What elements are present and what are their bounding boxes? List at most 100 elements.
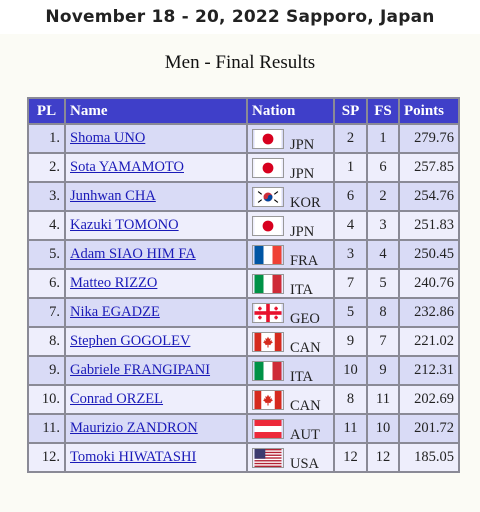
sp-rank: 9 — [335, 328, 366, 355]
table-row: 5. Adam SIAO HIM FA FRA 3 4 250.45 — [29, 241, 458, 268]
skater-name-cell: Matteo RIZZO — [66, 270, 246, 297]
flag-can-icon — [252, 389, 284, 410]
total-points: 251.83 — [400, 212, 458, 239]
nation-cell: CAN — [248, 386, 333, 413]
skater-name-cell: Junhwan CHA — [66, 183, 246, 210]
event-banner: November 18 - 20, 2022 Sapporo, Japan — [0, 0, 480, 34]
flag-fra-icon — [252, 244, 284, 265]
skater-name-link[interactable]: Gabriele FRANGIPANI — [70, 362, 211, 378]
placement: 11. — [29, 415, 64, 442]
skater-name-cell: Kazuki TOMONO — [66, 212, 246, 239]
fs-rank: 12 — [368, 444, 398, 471]
flag-ita-icon — [252, 273, 284, 294]
total-points: 240.76 — [400, 270, 458, 297]
sp-rank: 2 — [335, 125, 366, 152]
skater-name-link[interactable]: Tomoki HIWATASHI — [70, 449, 197, 465]
skater-name-link[interactable]: Kazuki TOMONO — [70, 217, 179, 233]
nation-code: ITA — [290, 281, 313, 298]
nation-cell: ITA — [248, 270, 333, 297]
nation-code: FRA — [290, 252, 319, 269]
nation-code: KOR — [290, 194, 321, 211]
flag-jpn-icon — [252, 128, 284, 149]
total-points: 185.05 — [400, 444, 458, 471]
table-header-row: PL Name Nation SP FS Points — [29, 99, 458, 123]
results-body: 1. Shoma UNO JPN 2 1 279.76 2. Sota YAMAMOTO JPN… — [29, 125, 458, 471]
table-row: 2. Sota YAMAMOTO JPN 1 6 257.85 — [29, 154, 458, 181]
nation-cell: JPN — [248, 212, 333, 239]
flag-ita-icon — [252, 360, 284, 381]
placement: 7. — [29, 299, 64, 326]
sp-rank: 11 — [335, 415, 366, 442]
total-points: 232.86 — [400, 299, 458, 326]
skater-name-link[interactable]: Shoma UNO — [70, 130, 146, 146]
fs-rank: 11 — [368, 386, 398, 413]
nation-code: JPN — [290, 165, 315, 182]
skater-name-link[interactable]: Matteo RIZZO — [70, 275, 158, 291]
placement: 8. — [29, 328, 64, 355]
flag-can-icon — [252, 331, 284, 352]
fs-rank: 10 — [368, 415, 398, 442]
skater-name-cell: Sota YAMAMOTO — [66, 154, 246, 181]
placement: 2. — [29, 154, 64, 181]
column-header-sp: SP — [335, 99, 366, 123]
table-row: 12. Tomoki HIWATASHI USA 12 12 185.05 — [29, 444, 458, 471]
nation-cell: JPN — [248, 125, 333, 152]
sp-rank: 12 — [335, 444, 366, 471]
total-points: 257.85 — [400, 154, 458, 181]
results-table: PL Name Nation SP FS Points 1. Shoma UNO J… — [27, 97, 460, 473]
placement: 1. — [29, 125, 64, 152]
fs-rank: 1 — [368, 125, 398, 152]
nation-code: GEO — [290, 310, 320, 327]
skater-name-link[interactable]: Nika EGADZE — [70, 304, 160, 320]
sp-rank: 8 — [335, 386, 366, 413]
skater-name-link[interactable]: Maurizio ZANDRON — [70, 420, 198, 436]
nation-cell: KOR — [248, 183, 333, 210]
nation-cell: GEO — [248, 299, 333, 326]
skater-name-link[interactable]: Sota YAMAMOTO — [70, 159, 184, 175]
nation-code: USA — [290, 455, 320, 472]
skater-name-cell: Stephen GOGOLEV — [66, 328, 246, 355]
skater-name-cell: Adam SIAO HIM FA — [66, 241, 246, 268]
skater-name-cell: Nika EGADZE — [66, 299, 246, 326]
fs-rank: 7 — [368, 328, 398, 355]
nation-cell: JPN — [248, 154, 333, 181]
nation-code: JPN — [290, 136, 315, 153]
fs-rank: 2 — [368, 183, 398, 210]
column-header-nation: Nation — [248, 99, 333, 123]
sp-rank: 7 — [335, 270, 366, 297]
total-points: 202.69 — [400, 386, 458, 413]
column-header-fs: FS — [368, 99, 398, 123]
flag-aut-icon — [252, 418, 284, 439]
column-header-name: Name — [66, 99, 246, 123]
total-points: 221.02 — [400, 328, 458, 355]
fs-rank: 4 — [368, 241, 398, 268]
flag-geo-icon — [252, 302, 284, 323]
skater-name-link[interactable]: Adam SIAO HIM FA — [70, 246, 196, 262]
skater-name-link[interactable]: Stephen GOGOLEV — [70, 333, 191, 349]
table-row: 1. Shoma UNO JPN 2 1 279.76 — [29, 125, 458, 152]
table-row: 11. Maurizio ZANDRON AUT 11 10 201.72 — [29, 415, 458, 442]
sp-rank: 3 — [335, 241, 366, 268]
nation-cell: CAN — [248, 328, 333, 355]
nation-code: CAN — [290, 397, 321, 414]
flag-jpn-icon — [252, 157, 284, 178]
flag-usa-icon — [252, 447, 284, 468]
nation-code: ITA — [290, 368, 313, 385]
sp-rank: 10 — [335, 357, 366, 384]
table-row: 3. Junhwan CHA KOR 6 2 254.76 — [29, 183, 458, 210]
total-points: 201.72 — [400, 415, 458, 442]
table-row: 7. Nika EGADZE GEO 5 8 232.86 — [29, 299, 458, 326]
sp-rank: 5 — [335, 299, 366, 326]
skater-name-cell: Tomoki HIWATASHI — [66, 444, 246, 471]
table-row: 6. Matteo RIZZO ITA 7 5 240.76 — [29, 270, 458, 297]
flag-kor-icon — [252, 186, 284, 207]
skater-name-link[interactable]: Conrad ORZEL — [70, 391, 164, 407]
table-row: 10. Conrad ORZEL CAN 8 11 202.69 — [29, 386, 458, 413]
fs-rank: 5 — [368, 270, 398, 297]
sp-rank: 4 — [335, 212, 366, 239]
nation-cell: FRA — [248, 241, 333, 268]
skater-name-link[interactable]: Junhwan CHA — [70, 188, 156, 204]
placement: 5. — [29, 241, 64, 268]
sp-rank: 6 — [335, 183, 366, 210]
total-points: 279.76 — [400, 125, 458, 152]
